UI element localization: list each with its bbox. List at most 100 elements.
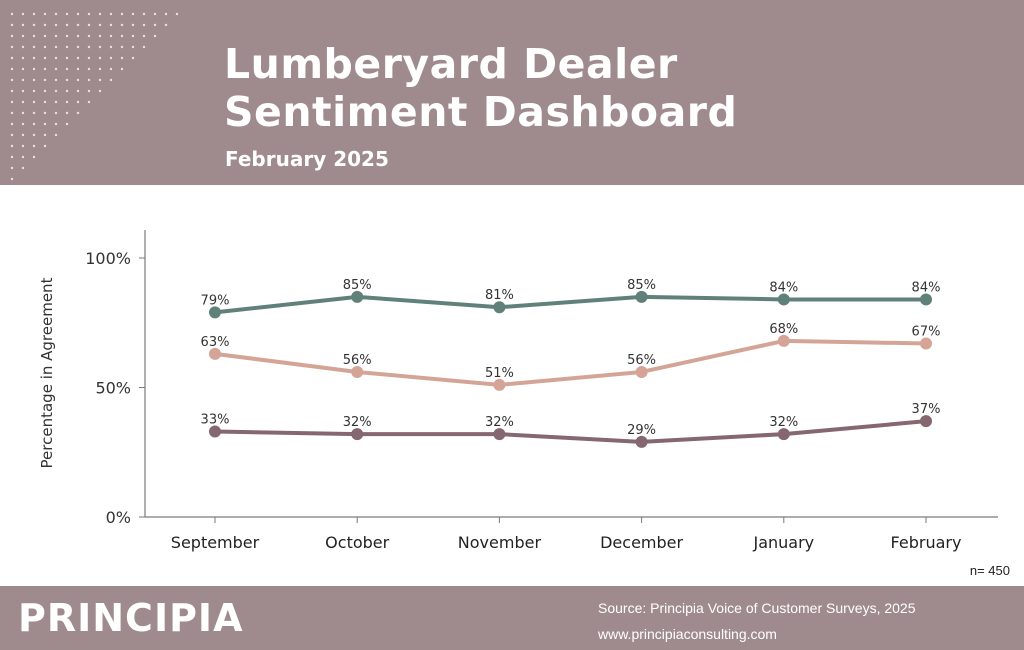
decor-dot [32,23,36,27]
decor-dot [76,89,80,93]
data-label: 56% [627,353,656,368]
decor-dot [43,12,47,16]
decor-dot [131,34,135,38]
data-point [209,347,221,360]
decor-dot [32,67,36,71]
decor-dot [21,89,25,93]
decor-dot [120,67,124,71]
decor-dot [21,12,25,16]
decor-dot [109,78,113,82]
decor-dot [43,111,47,115]
decor-dot [109,56,113,60]
decor-dot [65,45,69,49]
source-note: Source: Principia Voice of Customer Surv… [598,600,916,616]
decor-dot [98,67,102,71]
decor-dot [65,89,69,93]
series-1: 79% 85% 81% 85% 84% 84% [201,278,940,319]
data-label: 67% [912,324,941,339]
data-point [351,365,364,378]
decor-dot [10,133,14,137]
decor-dot [131,45,135,49]
data-point [209,306,221,319]
decor-dot [65,34,69,38]
dashboard-subtitle: February 2025 [225,147,389,171]
data-point [351,428,364,441]
decor-dot [87,56,91,60]
decor-dot [142,12,146,16]
decor-dot [32,133,36,137]
sample-size-label: n= 450 [969,563,1010,578]
decor-dot [120,12,124,16]
data-label: 84% [769,280,798,295]
decor-dot [76,45,80,49]
decor-dot [98,56,102,60]
decor-dot [153,34,157,38]
decor-dot [32,111,36,115]
y-tick-label: 50% [95,379,131,398]
data-point [209,425,221,438]
data-point [493,301,506,314]
series-line [213,419,928,444]
data-label: 37% [912,402,941,417]
data-label: 68% [769,322,798,337]
decor-dot [43,34,47,38]
sentiment-line-chart: 0% 50% 100% September October November Decembe… [38,230,998,552]
decor-dot [43,45,47,49]
x-tick-label: February [891,533,962,552]
data-label: 32% [343,415,372,430]
decor-dot [65,23,69,27]
data-label: 32% [485,415,514,430]
decor-dot [98,78,102,82]
decor-dot [87,23,91,27]
decor-dot [120,23,124,27]
decor-dot [54,34,58,38]
decor-dot [164,12,168,16]
decor-dot [87,67,91,71]
header-banner: Lumberyard Dealer Sentiment Dashboard Fe… [0,0,1024,185]
data-point [777,428,790,441]
decor-dot [21,133,25,137]
decor-dot [21,67,25,71]
decor-dot [109,67,113,71]
decor-dot [10,155,14,159]
chart-axes: 0% 50% 100% September October November Decembe… [38,230,998,552]
title-line-1: Lumberyard Dealer [224,40,678,88]
decor-dot [21,100,25,104]
x-tick-label: December [600,533,683,552]
decor-dot [153,12,157,16]
decor-dot [131,12,135,16]
data-point [635,290,648,303]
decor-dot [87,89,91,93]
x-tick-label: November [458,533,542,552]
decor-dot [10,56,14,60]
data-point [777,334,790,347]
decor-dot [153,23,157,27]
decor-dot [21,144,25,148]
data-label: 51% [485,366,514,381]
decor-dot [65,111,69,115]
footer-banner: PRINCIPIA Source: Principia Voice of Cus… [0,586,1024,650]
x-tick-label: September [171,533,260,552]
decor-dot [65,67,69,71]
y-tick-label: 100% [85,249,131,268]
decor-dot [54,89,58,93]
data-label: 56% [343,353,372,368]
decor-dot [32,56,36,60]
y-tick-label: 0% [106,508,131,527]
decor-dot [54,111,58,115]
website-link[interactable]: www.principiaconsulting.com [598,626,777,642]
decor-dot [76,12,80,16]
decor-dot [32,144,36,148]
series-line [213,338,928,387]
decor-dot [32,34,36,38]
decor-dot [98,23,102,27]
decor-dot [10,45,14,49]
decor-dot [54,78,58,82]
dashboard-title: Lumberyard Dealer Sentiment Dashboard [224,40,737,136]
decor-dot [21,78,25,82]
data-label: 33% [201,413,230,428]
decor-dot [54,45,58,49]
decor-dot [65,122,69,126]
decor-dot [164,23,168,27]
decor-dot [32,155,36,159]
